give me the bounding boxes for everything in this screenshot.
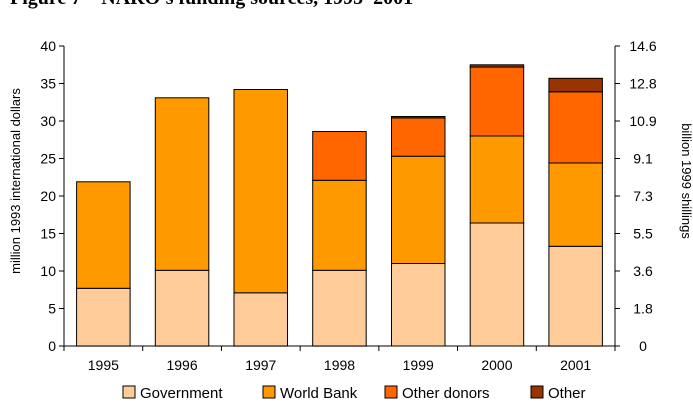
y2-tick-label: 1.8 xyxy=(633,301,653,317)
bar-other-1999 xyxy=(391,116,446,119)
y-tick-label: 25 xyxy=(40,151,56,167)
y2-tick-label: 14.6 xyxy=(629,38,656,54)
bar-government-1996 xyxy=(154,269,210,347)
bar-world-bank-1996 xyxy=(154,97,210,271)
bar-world-bank-1997 xyxy=(233,89,288,294)
bar-government-2000 xyxy=(469,222,525,347)
bar-other-donors-2001 xyxy=(548,91,603,164)
y-tick-label: 0 xyxy=(48,338,56,354)
bar-world-bank-1999 xyxy=(391,155,446,264)
bar-other-donors-1999 xyxy=(391,117,446,157)
x-tick-label: 2000 xyxy=(481,357,512,373)
bar-world-bank-2000 xyxy=(469,135,525,224)
bars-group xyxy=(76,64,603,347)
secondary-y-axis-label: billion 1999 shillings xyxy=(679,123,693,239)
bar-government-1999 xyxy=(391,263,446,347)
bar-government-2001 xyxy=(548,245,603,347)
legend-swatch xyxy=(530,385,544,399)
y2-tick-label: 7.3 xyxy=(633,188,653,204)
y-tick-label: 35 xyxy=(40,76,56,92)
x-tick-label: 1998 xyxy=(324,357,355,373)
x-tick-label: 1997 xyxy=(245,357,276,373)
x-tick-label: 1996 xyxy=(166,357,197,373)
legend-label: Other donors xyxy=(402,385,490,402)
x-tick-label: 1995 xyxy=(88,357,119,373)
y2-tick-label: 3.6 xyxy=(633,263,653,279)
y-tick-label: 40 xyxy=(40,38,56,54)
y-tick-label: 5 xyxy=(48,301,56,317)
legend-label: Government xyxy=(140,385,223,402)
bar-world-bank-2001 xyxy=(548,162,603,247)
bar-world-bank-1998 xyxy=(312,179,367,271)
legend-label: Other xyxy=(548,385,586,402)
y2-tick-label: 9.1 xyxy=(633,151,653,167)
axes-group: 0 0 5 1.8 10 3.6 15 5.5 20 7.3 25 9.1 30 10.9 35 12.8 40… xyxy=(40,38,656,373)
bar-other-2000 xyxy=(469,64,525,68)
legend-swatch xyxy=(262,385,276,399)
legend-item-government: Government xyxy=(122,385,223,402)
y-tick-label: 30 xyxy=(40,113,56,129)
chart-title: Figure 7 – NARO's funding sources, 1995–… xyxy=(10,0,413,9)
y-tick-label: 20 xyxy=(40,188,56,204)
bar-other-donors-2000 xyxy=(469,66,525,137)
bar-government-1997 xyxy=(233,292,288,347)
bar-other-donors-1998 xyxy=(312,131,367,181)
legend-item-other: Other xyxy=(530,385,586,402)
bar-world-bank-1995 xyxy=(76,181,131,289)
x-tick-label: 2001 xyxy=(560,357,591,373)
y2-tick-label: 0 xyxy=(639,338,647,354)
y2-tick-label: 10.9 xyxy=(629,113,656,129)
bar-government-1995 xyxy=(76,287,131,347)
bar-government-1998 xyxy=(312,269,367,347)
y-tick-label: 15 xyxy=(40,226,56,242)
legend-item-world-bank: World Bank xyxy=(262,385,358,402)
y-axis-label: million 1993 international dollars xyxy=(8,88,23,274)
x-tick-label: 1999 xyxy=(403,357,434,373)
legend-swatch xyxy=(122,385,136,399)
bar-other-2001 xyxy=(548,77,603,93)
legend-item-other-donors: Other donors xyxy=(384,385,490,402)
legend-swatch xyxy=(384,385,398,399)
y2-tick-label: 5.5 xyxy=(633,226,653,242)
y2-tick-label: 12.8 xyxy=(629,76,656,92)
y-tick-label: 10 xyxy=(40,263,56,279)
legend-label: World Bank xyxy=(280,385,358,402)
legend: Government World Bank Other donors Other xyxy=(122,385,586,402)
